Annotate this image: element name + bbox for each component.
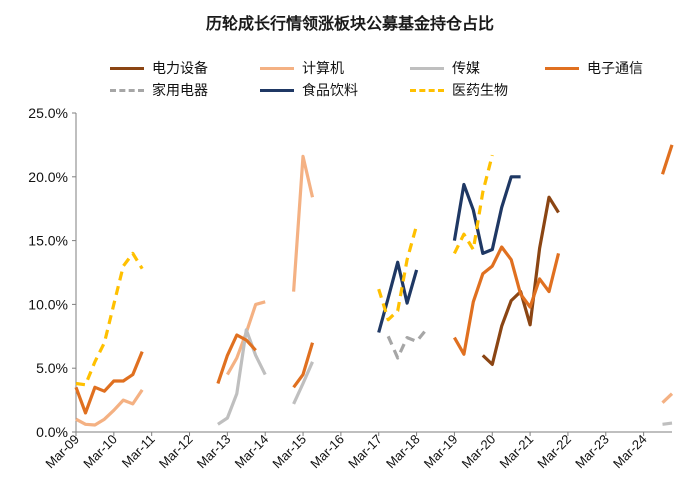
legend-swatch [410,88,444,92]
legend-swatch [110,88,144,92]
legend-item: 传媒 [410,58,480,78]
y-tick-label: 10.0% [28,296,68,312]
series-line-4-segment-4 [453,245,561,356]
legend-item: 食品饮料 [260,80,358,100]
legend-label: 家用电器 [152,83,208,99]
legend-swatch [545,66,579,70]
y-tick-label: 0.0% [36,424,68,440]
legend-item: 电子通信 [545,58,643,78]
series-line-4-segment-5 [660,144,674,175]
legend-item: 电力设备 [110,58,208,78]
legend-label: 传媒 [452,61,480,77]
y-tick-label: 25.0% [28,105,68,121]
x-tick-label: Mar-18 [383,432,423,472]
series-line-2-segment-1 [75,389,144,427]
legend-item: 计算机 [260,58,344,78]
series-line-7-segment-1 [75,251,144,387]
x-tick-label: Mar-21 [496,432,536,472]
y-tick-label: 20.0% [28,169,68,185]
x-tick-label: Mar-10 [80,432,120,472]
x-tick-label: Mar-16 [307,432,347,472]
series-line-2-segment-4 [661,392,674,404]
legend-label: 医药生物 [452,83,508,99]
legend-item: 家用电器 [110,80,208,100]
x-tick-label: Mar-19 [421,432,461,472]
series-line-4-segment-1 [74,350,144,415]
series-line-6-segment-2 [452,175,521,255]
series-line-3-segment-3 [662,421,673,426]
series-line-7-segment-2 [377,224,419,322]
series-line-6-segment-1 [377,260,419,333]
x-tick-label: Mar-17 [345,432,385,472]
y-tick-label: 5.0% [36,360,68,376]
series-line-3-segment-2 [292,361,314,405]
legend: 电力设备 计算机 传媒 电子通信家用电器 食品饮料 医药生物 [110,58,690,102]
series-line-5-segment-1 [386,328,428,360]
y-tick-label: 15.0% [28,233,68,249]
legend-label: 食品饮料 [302,83,358,99]
legend-swatch [260,66,294,70]
x-tick-label: Mar-15 [269,432,309,472]
x-tick-label: Mar-24 [610,432,650,472]
x-tick-label: Mar-23 [572,432,612,472]
legend-label: 计算机 [302,61,344,77]
chart-title: 历轮成长行情领涨板块公募基金持仓占比 [205,14,494,33]
series-line-7-segment-3 [452,154,494,255]
x-tick-label: Mar-22 [534,432,574,472]
legend-label: 电子通信 [587,61,643,77]
x-tick-label: Mar-13 [194,432,234,472]
series-line-2-segment-3 [292,154,315,292]
legend-swatch [110,66,144,70]
x-tick-label: Mar-11 [119,432,158,471]
legend-label: 电力设备 [152,61,208,77]
x-tick-label: Mar-12 [156,432,196,472]
legend-swatch [260,88,294,92]
series-line-3-segment-1 [217,328,267,426]
legend-swatch [410,66,444,70]
x-tick-label: Mar-20 [459,432,499,472]
legend-item: 医药生物 [410,80,508,100]
series-line-1-segment-1 [481,195,560,366]
series-line-4-segment-2 [216,333,257,385]
x-tick-label: Mar-14 [232,432,272,472]
series-line-4-segment-3 [292,342,315,389]
